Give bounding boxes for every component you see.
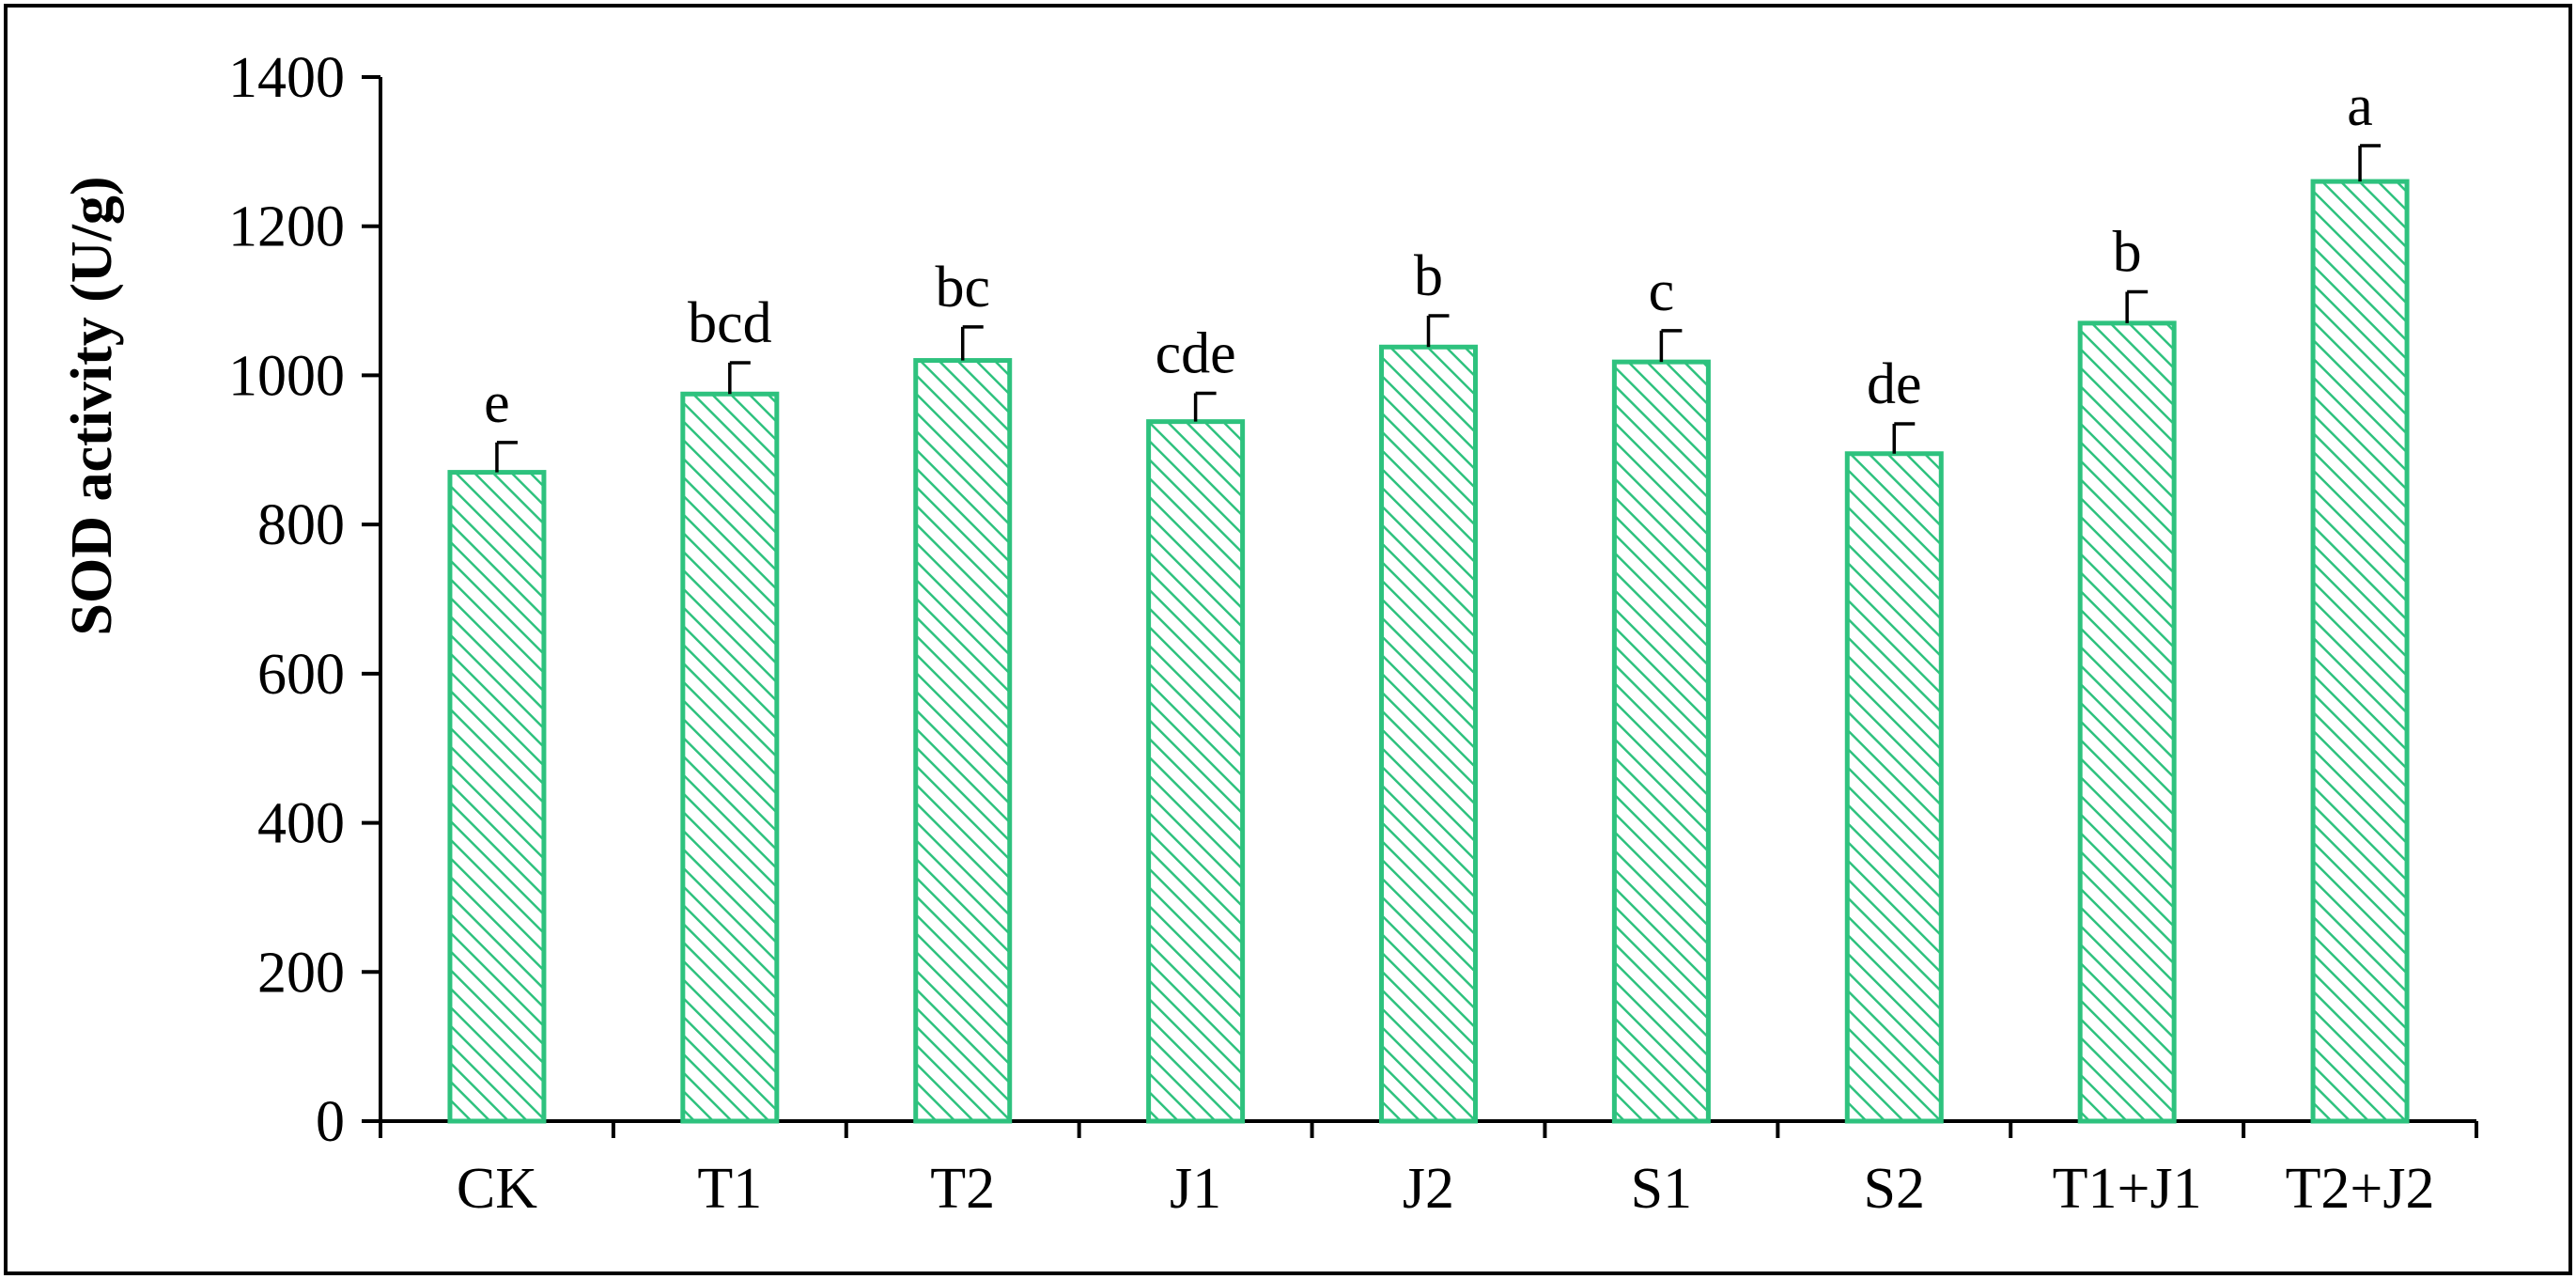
bar-s1 xyxy=(1611,359,1711,1124)
x-tick-label: T1+J1 xyxy=(2053,1157,2202,1221)
significance-letter: bc xyxy=(935,256,990,320)
significance-letter: de xyxy=(1867,352,1922,416)
y-axis-label: SOD activity (U/g) xyxy=(60,176,124,635)
y-tick-label: 0 xyxy=(316,1090,345,1154)
x-tick-label: J2 xyxy=(1403,1157,1454,1221)
figure-border xyxy=(4,4,2572,1275)
y-tick-label: 200 xyxy=(257,941,345,1005)
x-tick-label: CK xyxy=(457,1157,537,1221)
y-tick-label: 600 xyxy=(257,643,345,707)
bar-j2 xyxy=(1379,344,1478,1124)
significance-letter: c xyxy=(1649,259,1675,323)
y-tick-label: 1000 xyxy=(228,344,345,408)
significance-letter: a xyxy=(2347,74,2373,138)
y-tick-label: 1400 xyxy=(228,46,345,110)
bar-t1 xyxy=(680,391,780,1124)
bar-ck xyxy=(447,470,547,1124)
bar-t2 xyxy=(913,358,1013,1124)
bar-j1 xyxy=(1146,419,1246,1124)
x-tick-label: J1 xyxy=(1170,1157,1221,1221)
y-tick-label: 400 xyxy=(257,792,345,856)
significance-letter: bcd xyxy=(688,291,772,355)
x-tick-label: S2 xyxy=(1864,1157,1925,1221)
significance-letter: e xyxy=(484,371,510,435)
significance-letter: cde xyxy=(1156,321,1236,385)
x-tick-label: T2+J2 xyxy=(2286,1157,2435,1221)
bar-s2 xyxy=(1844,451,1944,1124)
x-tick-label: T2 xyxy=(930,1157,995,1221)
y-tick-label: 1200 xyxy=(228,195,345,259)
x-tick-label: T1 xyxy=(697,1157,762,1221)
bar-t2-plus-j2 xyxy=(2310,179,2410,1124)
bar-t1-plus-j1 xyxy=(2077,320,2177,1124)
x-tick-label: S1 xyxy=(1631,1157,1692,1221)
significance-letter: b xyxy=(2113,221,2142,285)
y-tick-label: 800 xyxy=(257,493,345,557)
significance-letter: b xyxy=(1414,244,1443,308)
